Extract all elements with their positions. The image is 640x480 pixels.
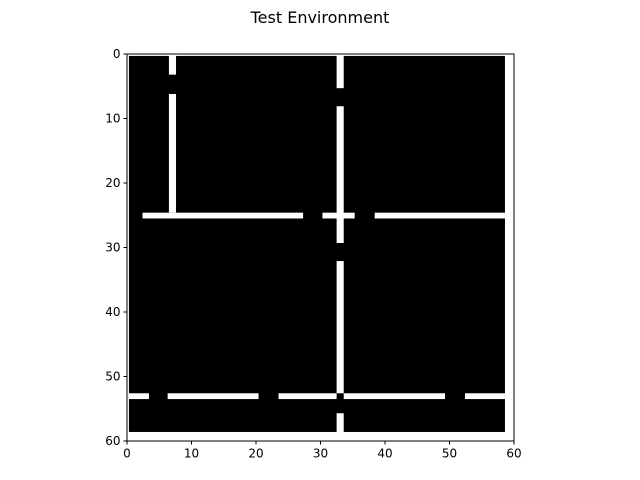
corridor-horizontal-6: [142, 212, 304, 219]
x-tick-label-3: 30: [313, 447, 328, 461]
y-tick-label-5: 50: [105, 370, 120, 384]
corridor-horizontal-12: [343, 393, 445, 400]
grid-layer: [127, 54, 514, 441]
corridor-horizontal-11: [278, 393, 337, 400]
x-tick-label-6: 60: [506, 447, 521, 461]
y-tick-label-4: 40: [105, 305, 120, 319]
y-tick-label-2: 20: [105, 176, 120, 190]
corridor-vertical-2: [336, 54, 344, 89]
y-tick-label-0: 0: [113, 47, 121, 61]
y-tick-label-1: 10: [105, 112, 120, 126]
corridor-vertical-5: [336, 413, 344, 441]
y-tick-label-3: 30: [105, 241, 120, 255]
x-tick-label-1: 10: [184, 447, 199, 461]
corridor-vertical-1: [168, 93, 177, 213]
corridor-vertical-4: [336, 261, 344, 394]
y-tick-label-6: 60: [105, 434, 120, 448]
corridor-horizontal-9: [128, 393, 149, 400]
corridor-horizontal-10: [167, 393, 259, 400]
plot-title: Test Environment: [250, 8, 390, 27]
corridor-horizontal-7: [322, 212, 355, 219]
corridor-vertical-3: [336, 106, 344, 243]
x-tick-label-0: 0: [123, 447, 131, 461]
corridor-vertical-0: [168, 54, 177, 75]
x-tick-label-4: 40: [377, 447, 392, 461]
corridor-horizontal-13: [464, 393, 505, 400]
heatmap-wall-region: [128, 55, 505, 432]
x-tick-label-2: 20: [248, 447, 263, 461]
corridor-horizontal-8: [374, 212, 505, 219]
x-tick-label-5: 50: [442, 447, 457, 461]
